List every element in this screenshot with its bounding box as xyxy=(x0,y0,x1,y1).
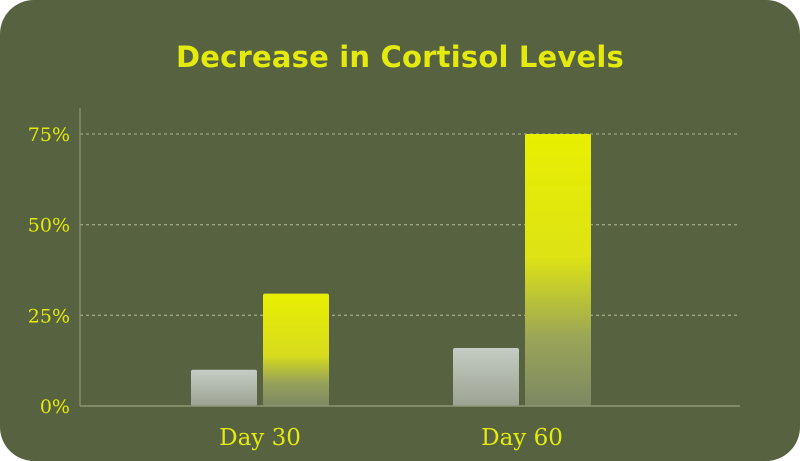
chart-title: Decrease in Cortisol Levels xyxy=(175,40,625,74)
y-tick-label: 0% xyxy=(40,396,70,418)
x-tick-labels: Day 30 Day 60 xyxy=(219,425,563,451)
y-tick-labels: 0% 25% 50% 75% xyxy=(28,124,70,418)
bar xyxy=(263,293,329,406)
y-tick-label: 50% xyxy=(28,215,70,237)
bar xyxy=(525,134,591,406)
x-tick-label: Day 30 xyxy=(219,425,301,451)
y-tick-label: 25% xyxy=(28,305,70,327)
y-tick-label: 75% xyxy=(28,124,70,146)
grid-lines xyxy=(80,133,740,316)
x-tick-label: Day 60 xyxy=(481,425,563,451)
bars xyxy=(191,134,591,406)
bar xyxy=(453,347,519,406)
bar xyxy=(191,369,257,406)
